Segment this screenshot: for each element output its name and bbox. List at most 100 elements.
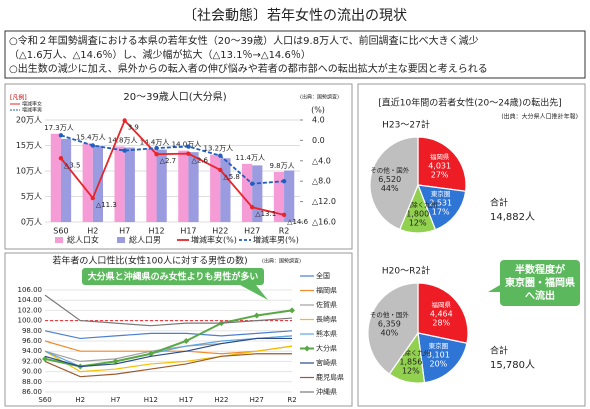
bar [252, 165, 263, 222]
data-label: 14.0万人 [172, 141, 202, 149]
legend-label: 大分県 [316, 344, 337, 353]
slice-value: 6,520 [378, 175, 401, 184]
bar [50, 133, 61, 222]
annotation-pointer [240, 285, 268, 300]
bar [178, 150, 189, 222]
slice-label: その他・国外 [370, 165, 410, 174]
y-tick-label: 96.00 [22, 337, 42, 345]
slice-percent: 17% [432, 207, 450, 216]
slice-percent: 12% [409, 218, 427, 227]
y-tick-label: 104.00 [18, 296, 43, 304]
y-tick-label: 106.00 [18, 286, 43, 294]
legend-label: 増減率女(%) [191, 235, 237, 245]
slice-value: 4,464 [430, 310, 453, 319]
pie-title: H20～R2計 [382, 265, 430, 277]
x-tick-label: H2 [75, 396, 85, 404]
y-tick-label: 90.00 [22, 368, 42, 376]
y2-tick-label: △12.0 [312, 197, 336, 206]
data-label: △14.6 [287, 218, 309, 226]
y-tick-label: 92.00 [22, 357, 42, 365]
y2-tick-label: △16.0 [312, 218, 336, 227]
data-label: 9.8万人 [269, 162, 294, 170]
slice-percent: 20% [429, 360, 447, 369]
slice-value: 2,531 [429, 198, 452, 207]
panel [357, 83, 586, 407]
legend-label: 増減率男(%) [253, 235, 299, 245]
marker [112, 358, 119, 365]
legend-label: 宮崎県 [316, 358, 337, 367]
legend-label: 増減率女 [22, 101, 42, 108]
total-value: 14,882人 [490, 211, 535, 223]
annotation-box [82, 268, 264, 285]
x-tick-label: H27 [250, 396, 264, 404]
x-tick-label: H17 [179, 396, 193, 404]
legend-swatch [55, 237, 63, 243]
x-tick-label: H22 [212, 227, 228, 236]
marker [58, 133, 64, 138]
x-tick-label: H27 [244, 227, 260, 236]
marker [186, 144, 191, 149]
legend-label: 全国 [316, 271, 330, 280]
x-tick-label: R2 [279, 227, 290, 236]
x-tick-label: H7 [111, 396, 121, 404]
line [44, 335, 293, 363]
legend-label: 総人口男 [129, 235, 161, 245]
slice-label: 福岡県 [430, 152, 450, 161]
slice-value: 1,800 [406, 209, 429, 218]
slice-label: 福岡県 [432, 300, 452, 309]
x-tick-label: H22 [214, 396, 228, 404]
y2-tick-label: 0.0 [312, 136, 325, 145]
legend-swatch [117, 237, 125, 243]
y-tick-label: 88.00 [22, 378, 42, 386]
bar [156, 149, 167, 222]
y2-tick-label: 4.0 [312, 116, 325, 125]
y-tick-label: 94.00 [22, 347, 42, 355]
y2-tick-label: △8.0 [312, 177, 331, 186]
bullet: （△1.6万人、△14.6％）し、減少幅が拡大（△13.1％→△14.6％） [9, 48, 311, 61]
slide-title: 〔社会動態〕若年女性の流出の現状 [183, 7, 407, 24]
marker [90, 143, 96, 148]
data-label: 11.4万人 [235, 154, 265, 162]
data-label: 3.9 [128, 124, 139, 132]
chart-title: 若年者の人口性比(女性100人に対する男性の数) [52, 255, 247, 267]
bar [284, 170, 295, 222]
y-tick-label: 15万人 [16, 141, 42, 150]
slice-percent: 44% [381, 184, 399, 193]
y-tick-label: 0万人 [21, 218, 42, 227]
axis-unit: (%) [311, 106, 325, 115]
pie-panel-title: [直近10年間の若者女性(20～24歳)の転出先] [378, 97, 561, 109]
data-label: △3.5 [64, 161, 81, 169]
x-tick-label: H7 [119, 227, 130, 236]
slice-percent: 27% [431, 171, 449, 180]
slice-label: 東京圏 [429, 341, 449, 350]
annotation: 大分県と沖縄県のみ女性よりも男性が多い [88, 271, 259, 283]
marker [281, 212, 287, 218]
data-label: 14.4万人 [140, 139, 170, 147]
legend-label: 総人口女 [67, 235, 99, 245]
source: (出典：大分県人口推計年報) [501, 113, 578, 121]
legend-label: 福岡県 [316, 286, 337, 295]
slice-percent: 28% [432, 319, 450, 328]
slice-value: 1,856 [399, 358, 422, 367]
pie-slice [417, 332, 468, 384]
line [60, 134, 285, 185]
bullet-box [4, 30, 586, 79]
bar [82, 143, 93, 222]
marker [90, 195, 96, 201]
y-tick-label: 100.00 [18, 317, 43, 325]
marker [281, 179, 287, 184]
marker [122, 148, 127, 153]
y-tick-label: 5万人 [21, 192, 42, 201]
pie-slice [417, 184, 467, 231]
pie-title: H23～27計 [382, 119, 430, 131]
data-label: △5.8 [223, 173, 240, 181]
line [44, 353, 292, 378]
bullet: ○令和２年国勢調査における本県の若年女性（20～39歳）人口は9.8万人で、前回… [9, 34, 479, 47]
panel [4, 252, 353, 407]
legend-label: 長崎県 [316, 315, 337, 324]
bar [188, 152, 199, 222]
slice-value: 4,031 [428, 162, 451, 171]
pie-slice [367, 282, 419, 375]
bar [124, 147, 135, 222]
